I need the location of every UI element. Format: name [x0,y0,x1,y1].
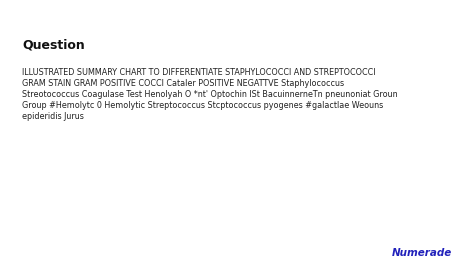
Text: Numerade: Numerade [392,248,452,258]
Text: ILLUSTRATED SUMMARY CHART TO DIFFERENTIATE STAPHYLOCOCCI AND STREPTOCOCCI: ILLUSTRATED SUMMARY CHART TO DIFFERENTIA… [22,68,375,77]
Text: Streotococcus Coagulase Test Henolyah O *nt' Optochin ISt BacuinnerneTn pneunoni: Streotococcus Coagulase Test Henolyah O … [22,90,398,99]
Text: Question: Question [22,38,85,51]
Text: Group #Hemolytc 0 Hemolytic Streptococcus Stcptococcus pyogenes #galactlae Weoun: Group #Hemolytc 0 Hemolytic Streptococcu… [22,101,383,110]
Text: epideridis Jurus: epideridis Jurus [22,112,84,121]
Text: GRAM STAIN GRAM POSITIVE COCCI Cataler POSITIVE NEGATTVE Staphylococcus: GRAM STAIN GRAM POSITIVE COCCI Cataler P… [22,79,344,88]
